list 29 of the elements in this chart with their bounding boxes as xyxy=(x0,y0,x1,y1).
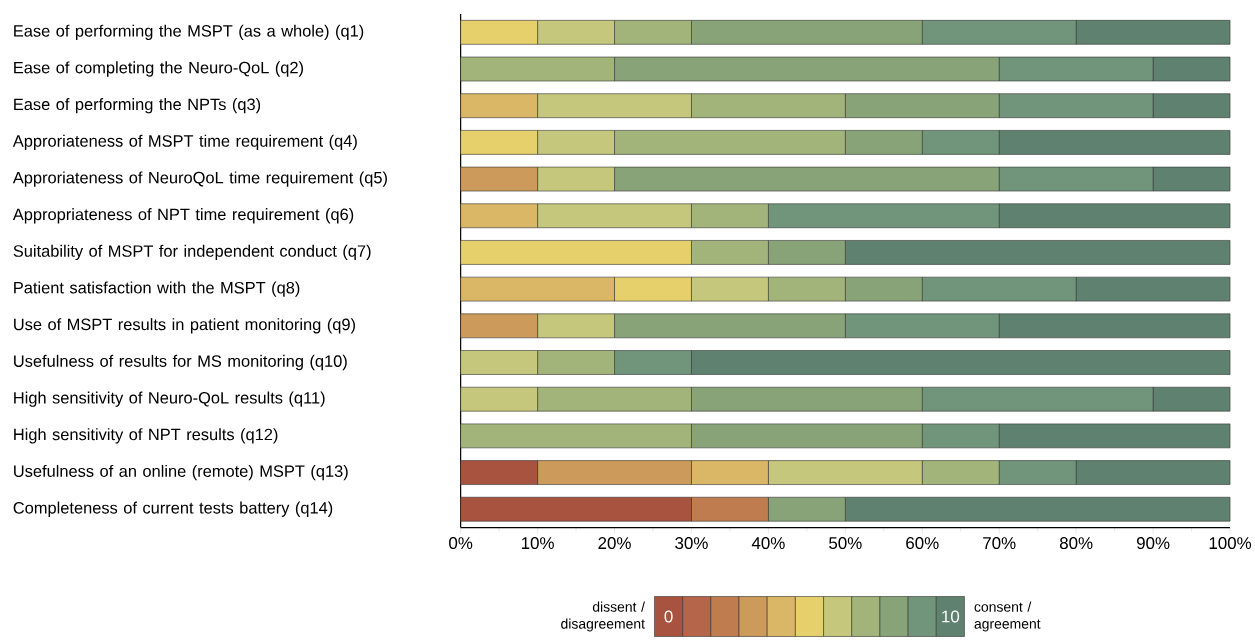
x-tick-label: 90% xyxy=(1136,536,1170,549)
y-tick-label: Approriateness of MSPT time requirement (q4) xyxy=(12,134,357,150)
y-tick-label: Suitability of MSPT for independent conduct (q7) xyxy=(13,244,371,260)
text: 10 xyxy=(942,610,960,623)
x-tick-label: 40% xyxy=(751,536,785,549)
x-tick-label: 50% xyxy=(829,536,862,549)
y-tick-label: Approriateness of NeuroQoL time requirement (q5) xyxy=(12,171,387,187)
x-tick-label: 0% xyxy=(449,536,473,549)
y-tick-label: Usefulness of an online (remote) MSPT (q13) xyxy=(14,464,348,480)
y-tick-label: Completeness of current tests battery (q14) xyxy=(13,501,333,517)
x-tick-label: 70% xyxy=(983,536,1016,549)
y-tick-label: Patient satisfaction with the MSPT (q8) xyxy=(14,281,300,297)
y-tick-label: Ease of completing the Neuro-QoL (q2) xyxy=(14,61,303,77)
x-tick-label: 10% xyxy=(521,536,554,549)
x-tick-label: 20% xyxy=(598,536,631,549)
y-tick-label: Appropriateness of NPT time requirement (q6) xyxy=(12,207,354,224)
text: 0 xyxy=(664,610,673,623)
x-tick-label: 100% xyxy=(1209,536,1252,549)
y-tick-label: Ease of performing the MSPT (as a whole) (q1) xyxy=(14,24,364,40)
x-tick-label: 30% xyxy=(675,536,708,549)
y-tick-label: Use of MSPT results in patient monitoring (q9) xyxy=(14,317,355,334)
text: dissent / disagreement xyxy=(561,601,645,632)
x-tick-label: 80% xyxy=(1059,536,1093,549)
y-tick-label: High sensitivity of Neuro-QoL results (q11) xyxy=(14,391,325,407)
y-tick-label: High sensitivity of NPT results (q12) xyxy=(14,427,278,444)
text: consent / agreement xyxy=(974,601,1041,632)
y-tick-label: Usefulness of results for MS monitoring (q10) xyxy=(14,354,347,370)
y-tick-label: Ease of performing the NPTs (q3) xyxy=(14,97,261,114)
x-tick-label: 60% xyxy=(906,536,939,549)
